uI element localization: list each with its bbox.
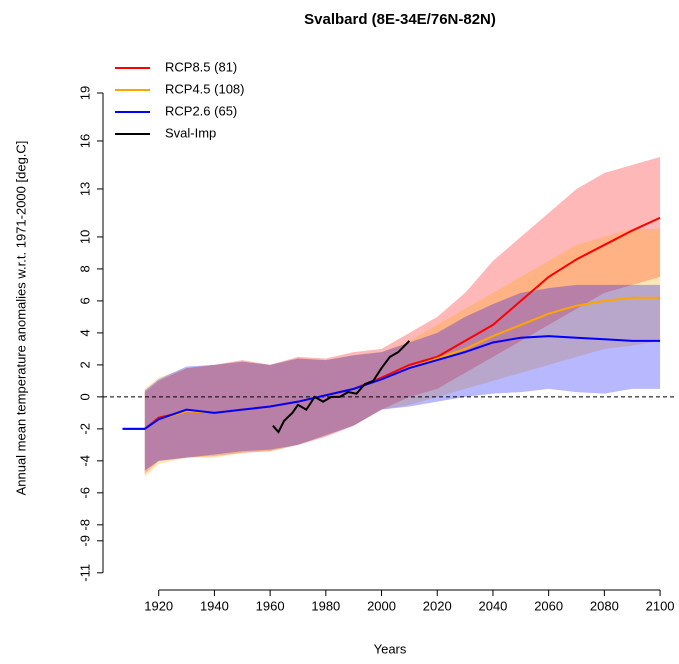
range-band [144,156,661,474]
y-tick-label: 6 [77,297,92,304]
x-tick-label: 1960 [256,598,285,613]
series-line [272,340,411,434]
y-axis-label: Annual mean temperature anomalies w.r.t.… [13,141,28,496]
x-tick-label: 2080 [590,598,619,613]
series-line [122,335,661,430]
y-tick-label: -4 [77,455,92,467]
y-tick-label: 4 [77,329,92,336]
chart-title: Svalbard (8E-34E/76N-82N) [304,11,496,28]
x-tick-label: 1980 [311,598,340,613]
y-tick-label: -9 [77,535,92,547]
x-tick-label: 2040 [478,598,507,613]
y-tick-label: 19 [77,86,92,100]
x-tick-label: 1940 [200,598,229,613]
y-tick-label: 8 [77,265,92,272]
x-tick-label: 2000 [367,598,396,613]
y-tick-label: 2 [77,361,92,368]
y-tick-label: -11 [77,564,92,582]
y-tick-label: 0 [77,393,92,400]
legend-label: RCP8.5 (81) [165,59,237,74]
y-tick-label: 13 [77,182,92,196]
legend-label: RCP2.6 (65) [165,103,237,118]
y-tick-label: -2 [77,423,92,435]
x-axis-label: Years [374,641,407,656]
x-tick-label: 2020 [423,598,452,613]
x-tick-label: 1920 [144,598,173,613]
x-tick-label: 2060 [534,598,563,613]
range-band [144,284,661,471]
y-tick-label: -6 [77,487,92,499]
y-tick-label: 16 [77,134,92,148]
legend-label: Sval-Imp [165,125,216,140]
x-tick-label: 2100 [646,598,675,613]
y-tick-label: 10 [77,230,92,244]
legend-label: RCP4.5 (108) [165,81,244,96]
y-tick-label: -8 [77,519,92,531]
